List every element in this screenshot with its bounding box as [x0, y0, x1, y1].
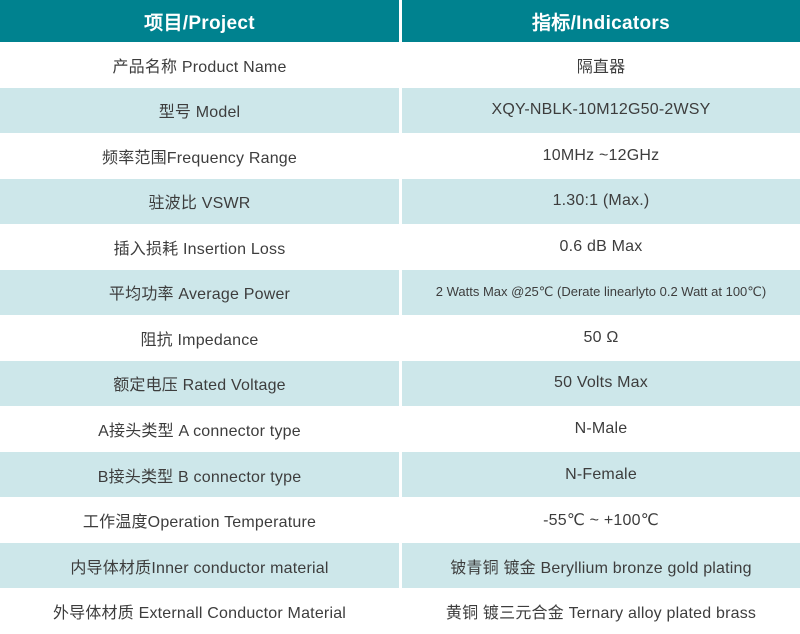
project-cell: 外导体材质 Externall Conductor Material: [0, 588, 402, 634]
indicator-cell: N-Female: [402, 451, 800, 498]
project-cell: B接头类型 B connector type: [0, 451, 402, 498]
project-cell: 产品名称 Product Name: [0, 42, 402, 88]
project-cell: 工作温度Operation Temperature: [0, 497, 402, 543]
table-row: 阻抗 Impedance 50 Ω: [0, 315, 800, 361]
table-row: 频率范围Frequency Range 10MHz ~12GHz: [0, 133, 800, 179]
table-row: 型号 Model XQY-NBLK-10M12G50-2WSY: [0, 87, 800, 134]
project-cell: 内导体材质Inner conductor material: [0, 542, 402, 589]
project-cell: 阻抗 Impedance: [0, 315, 402, 361]
header-indicators-cell: 指标/Indicators: [402, 0, 800, 42]
indicator-cell: 50 Volts Max: [402, 360, 800, 407]
indicator-cell: 2 Watts Max @25℃ (Derate linearlyto 0.2 …: [402, 269, 800, 316]
table-row: 平均功率 Average Power 2 Watts Max @25℃ (Der…: [0, 269, 800, 316]
indicator-cell: -55℃ ~ +100℃: [402, 497, 800, 543]
indicator-cell: XQY-NBLK-10M12G50-2WSY: [402, 87, 800, 134]
table-row: 驻波比 VSWR 1.30:1 (Max.): [0, 178, 800, 225]
table-row: 插入损耗 Insertion Loss 0.6 dB Max: [0, 224, 800, 270]
table-row: 产品名称 Product Name 隔直器: [0, 42, 800, 88]
project-cell: A接头类型 A connector type: [0, 406, 402, 452]
table-row: 额定电压 Rated Voltage 50 Volts Max: [0, 360, 800, 407]
indicator-cell: 0.6 dB Max: [402, 224, 800, 270]
table-row: 工作温度Operation Temperature -55℃ ~ +100℃: [0, 497, 800, 543]
table-row: A接头类型 A connector type N-Male: [0, 406, 800, 452]
table-header-row: 项目/Project 指标/Indicators: [0, 0, 800, 42]
indicator-cell: 黄铜 镀三元合金 Ternary alloy plated brass: [402, 588, 800, 634]
indicator-cell: 铍青铜 镀金 Beryllium bronze gold plating: [402, 542, 800, 589]
indicator-cell: 隔直器: [402, 42, 800, 88]
indicator-cell: 10MHz ~12GHz: [402, 133, 800, 179]
table-row: B接头类型 B connector type N-Female: [0, 451, 800, 498]
table-row: 内导体材质Inner conductor material 铍青铜 镀金 Ber…: [0, 542, 800, 589]
project-cell: 型号 Model: [0, 87, 402, 134]
project-cell: 平均功率 Average Power: [0, 269, 402, 316]
indicator-cell: N-Male: [402, 406, 800, 452]
indicator-cell: 1.30:1 (Max.): [402, 178, 800, 225]
header-project-cell: 项目/Project: [0, 0, 402, 42]
project-cell: 额定电压 Rated Voltage: [0, 360, 402, 407]
project-cell: 驻波比 VSWR: [0, 178, 402, 225]
indicator-cell: 50 Ω: [402, 315, 800, 361]
table-row: 外导体材质 Externall Conductor Material 黄铜 镀三…: [0, 588, 800, 634]
project-cell: 插入损耗 Insertion Loss: [0, 224, 402, 270]
project-cell: 频率范围Frequency Range: [0, 133, 402, 179]
